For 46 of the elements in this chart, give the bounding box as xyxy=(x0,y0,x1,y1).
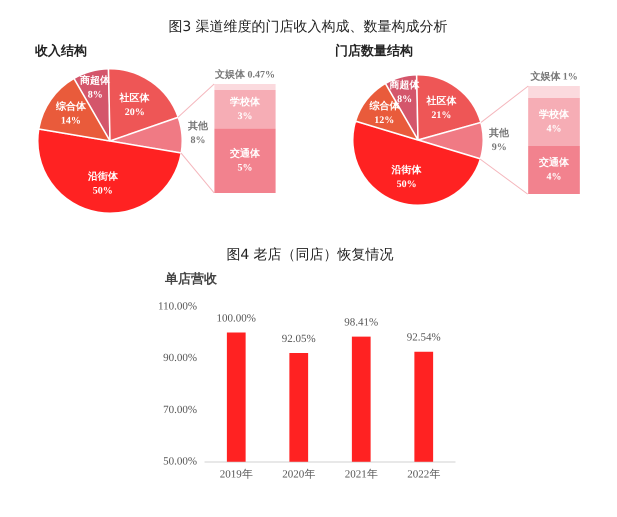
slice-label: 综合体 xyxy=(54,100,87,112)
series-label: 学校体 xyxy=(230,96,261,108)
data-label: 12% xyxy=(374,114,394,126)
data-label: 5% xyxy=(238,162,252,174)
data-label: 92.05% xyxy=(282,332,316,345)
chart-title: 图4 老店（同店）恢复情况 xyxy=(226,246,394,264)
data-label: 92.54% xyxy=(406,332,441,344)
y-axis-title: 单店营收 xyxy=(165,270,217,288)
chart-subtitle: 收入结构 xyxy=(35,42,87,60)
data-label: 50% xyxy=(396,179,417,190)
x-tick-label: 2020年 xyxy=(282,468,316,480)
y-tick-label: 50.00% xyxy=(163,456,198,468)
x-tick-label: 2021年 xyxy=(344,468,378,480)
slice-label: 沿街体 xyxy=(86,170,119,182)
data-label: 98.41% xyxy=(344,316,378,328)
data-label: 9% xyxy=(490,140,508,155)
data-label: 0.47% xyxy=(245,70,275,81)
series-label: 文娱体 xyxy=(529,70,562,83)
series-label: 交通体 xyxy=(229,147,261,160)
slice-label: 其他 xyxy=(489,126,510,141)
y-tick-label: 110.00% xyxy=(158,300,198,312)
slice-label: 沿街体 xyxy=(390,164,423,176)
slice-label: 社区体 xyxy=(118,92,151,104)
data-label: 3% xyxy=(238,110,252,122)
y-tick-label: 70.00% xyxy=(163,404,198,416)
data-label: 100.00% xyxy=(216,312,256,324)
data-label: 14% xyxy=(60,115,81,126)
data-label: 1% xyxy=(560,72,578,83)
data-label: 8% xyxy=(189,134,206,148)
data-label: 4% xyxy=(546,124,562,135)
series-label: 学校体 xyxy=(539,108,570,121)
x-tick-label: 2022年 xyxy=(407,468,440,480)
x-tick-label: 2019年 xyxy=(220,468,253,480)
series-label: 文娱体 xyxy=(214,68,246,81)
y-tick-label: 90.00% xyxy=(163,352,198,364)
data-label: 4% xyxy=(546,172,562,183)
text: 图3 渠道维度的门店收入构成、数量构成分析 xyxy=(168,18,448,36)
data-label: 8% xyxy=(88,90,103,101)
slice-label: 其他 xyxy=(188,120,208,134)
data-label: 8% xyxy=(397,94,412,105)
data-label: 20% xyxy=(124,106,145,118)
chart-title: 门店数量结构 xyxy=(335,42,413,60)
data-label: 21% xyxy=(431,110,452,122)
slice-label: 社区体 xyxy=(425,95,458,108)
series-label: 交通体 xyxy=(538,156,570,169)
data-label: 50% xyxy=(92,185,113,196)
